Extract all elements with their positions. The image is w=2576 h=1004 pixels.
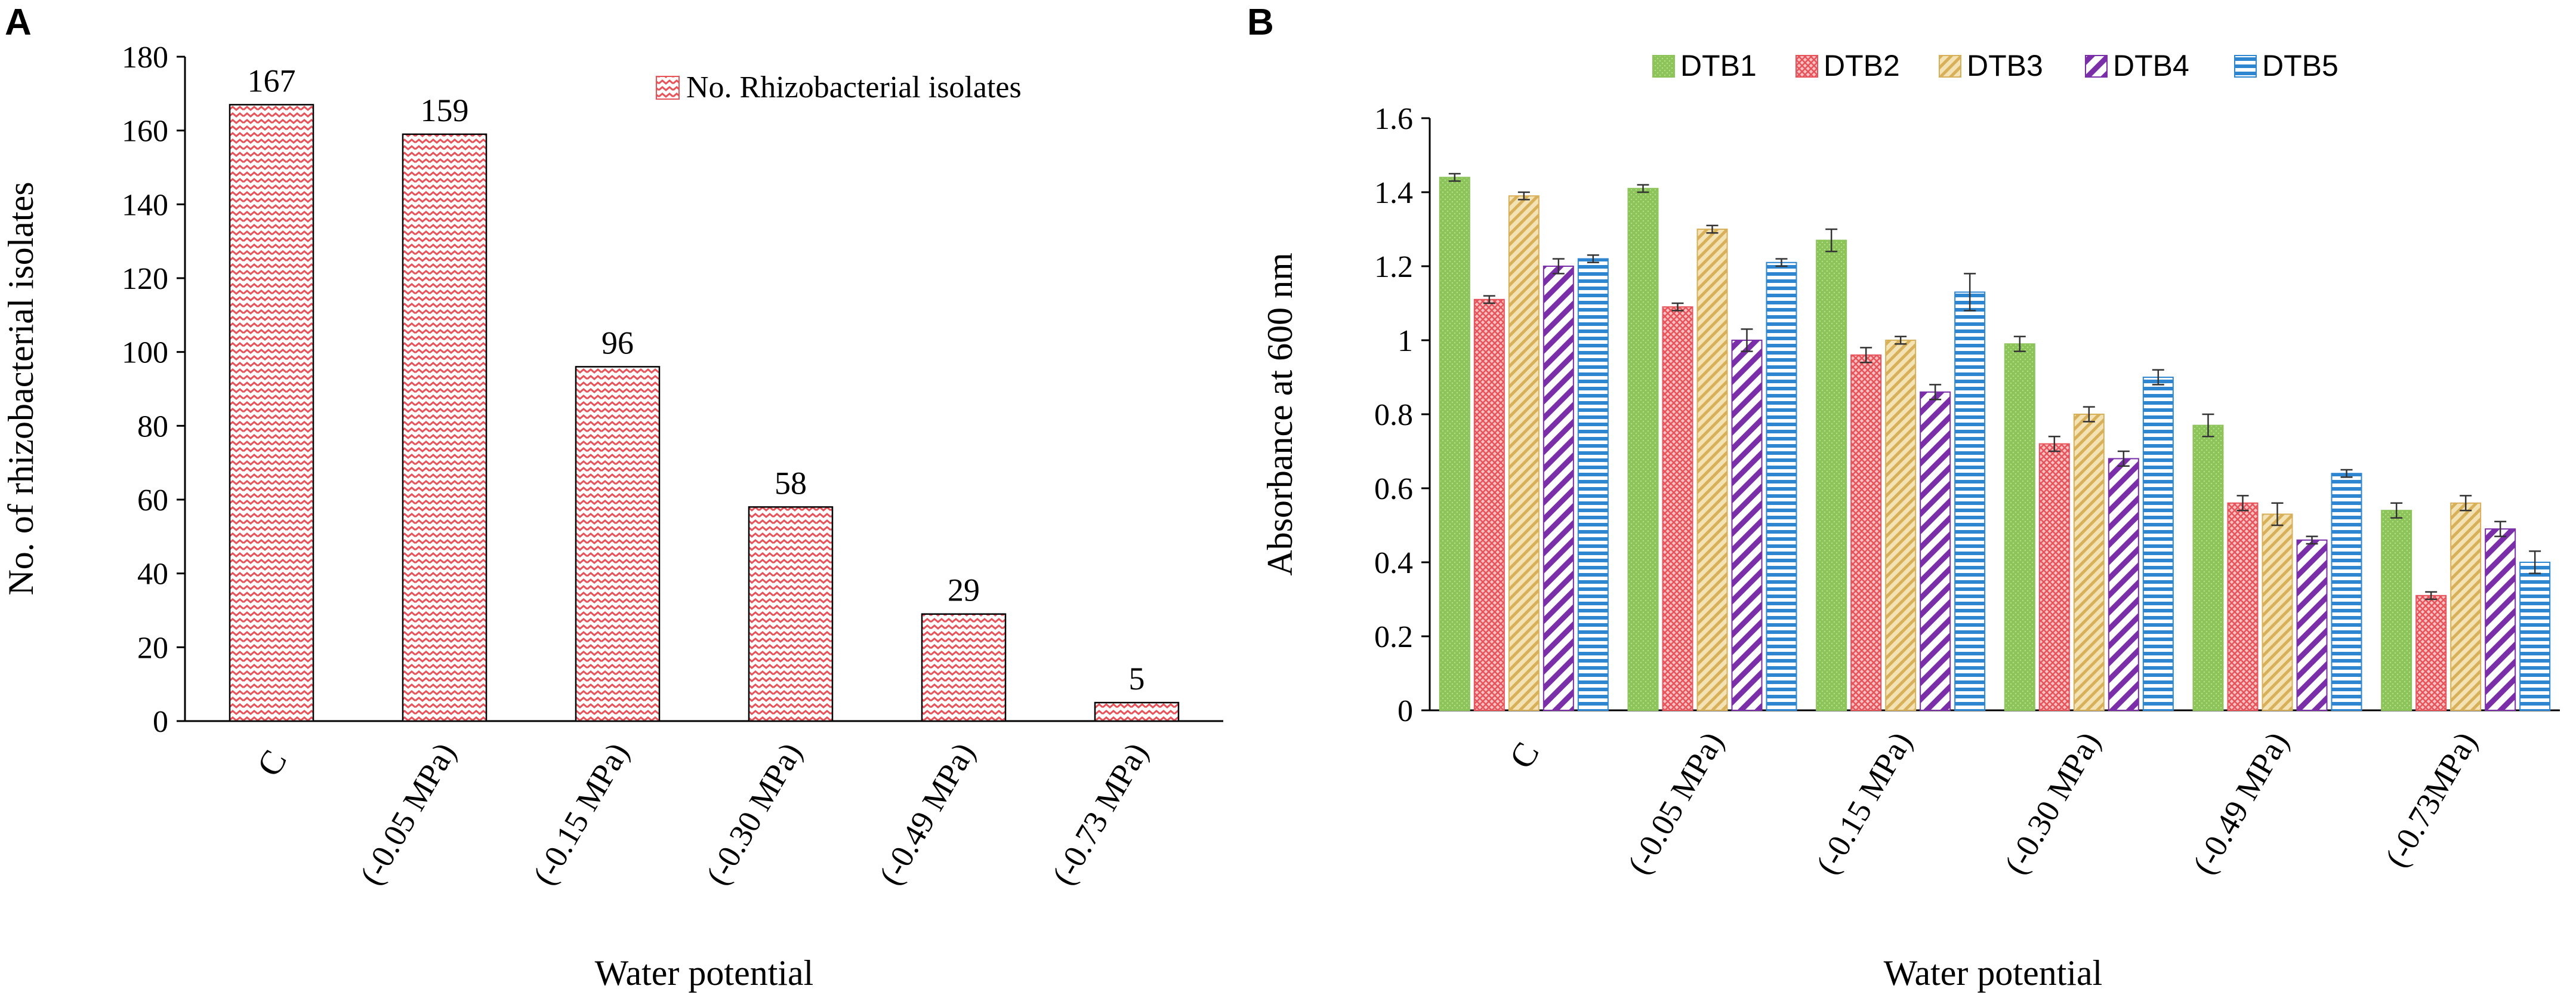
chart-b-bar-dtb5 <box>2331 473 2362 711</box>
chart-a-x-tick-label: (-0.30 MPa) <box>699 737 809 891</box>
chart-b-bar-dtb4 <box>2485 528 2516 711</box>
chart-b-bar-dtb5 <box>1577 258 1609 712</box>
chart-b-legend-label-dtb4: DTB4 <box>2113 49 2189 82</box>
chart-a: 0 20 40 60 80 100 120 140 160 180 167 159 96 58 29 5 C… <box>1 41 1223 993</box>
chart-a-data-label: 29 <box>948 572 980 608</box>
chart-a-y-tick-label: 100 <box>122 336 168 370</box>
chart-b-y-tick-label: 0.6 <box>1374 472 1413 506</box>
chart-b-bar-dtb5 <box>1766 261 1797 711</box>
chart-b-y-tick-label: 0.2 <box>1374 620 1413 654</box>
chart-b-bar-dtb1 <box>2004 343 2035 711</box>
chart-b-y-tick-label: 1 <box>1397 324 1413 358</box>
chart-a-data-label: 5 <box>1129 661 1145 697</box>
chart-b-y-tick-label: 0.4 <box>1374 546 1413 580</box>
chart-b-bar-dtb4 <box>1731 340 1763 711</box>
chart-b-bar-dtb1 <box>1627 187 1659 711</box>
chart-a-y-axis-title: No. of rhizobacterial isolates <box>1 181 41 595</box>
chart-a-legend-swatch <box>656 76 680 100</box>
chart-b-legend-label-dtb3: DTB3 <box>1967 49 2043 82</box>
chart-a-x-axis-title: Water potential <box>595 953 814 993</box>
chart-b-bar-dtb5 <box>2519 562 2551 711</box>
chart-b-bar-dtb5 <box>2142 377 2174 711</box>
chart-b-y-tick-label: 0.8 <box>1374 398 1413 432</box>
chart-b-bar-dtb2 <box>2038 443 2070 711</box>
chart-b-bar-dtb4 <box>2296 539 2328 711</box>
chart-a-data-label: 167 <box>248 63 296 98</box>
chart-a-bar <box>921 613 1007 722</box>
chart-b-bar-dtb4 <box>1542 266 1574 711</box>
chart-b-y-tick-label: 0 <box>1397 694 1413 728</box>
chart-b-bar-dtb3 <box>2450 502 2482 711</box>
chart-b-legend-swatch-dtb3 <box>1939 55 1961 78</box>
chart-b-bar-dtb2 <box>1473 298 1505 711</box>
chart-a-bar <box>402 133 488 722</box>
chart-b-legend-label-dtb1: DTB1 <box>1680 49 1757 82</box>
chart-b-bar-dtb3 <box>1885 340 1917 711</box>
chart-b-x-tick-label: C <box>1501 735 1547 775</box>
chart-b-bar-dtb4 <box>1920 391 1951 711</box>
chart-b-y-tick-label: 1.2 <box>1374 250 1413 284</box>
chart-b-legend-swatch-dtb4 <box>2085 55 2108 78</box>
chart-b-bar-dtb3 <box>2073 414 2105 711</box>
chart-b-x-tick-label: (-0.05 MPa) <box>1621 726 1730 880</box>
chart-b-bar-dtb3 <box>1508 195 1540 711</box>
chart-a-x-tick-label: C <box>249 743 295 783</box>
chart-b-bar-dtb2 <box>1850 354 1882 711</box>
chart-a-legend: No. Rhizobacterial isolates <box>656 70 1022 104</box>
chart-a-y-tick-label: 180 <box>122 41 168 75</box>
chart-b-x-tick-label: (-0.49 MPa) <box>2186 726 2296 880</box>
chart-b-legend: DTB1 DTB2 DTB3 DTB4 DTB5 <box>1652 49 2339 82</box>
chart-b-legend-swatch-dtb5 <box>2234 55 2257 78</box>
chart-a-y-tick-label: 40 <box>137 558 168 592</box>
chart-b-x-tick-label: (-0.30 MPa) <box>1997 726 2107 880</box>
chart-b-x-tick-label: (-0.15 MPa) <box>1809 726 1919 880</box>
chart-b-bar-dtb1 <box>2192 424 2224 711</box>
chart-a-y-tick-label: 80 <box>137 409 168 444</box>
chart-b-y-tick-label: 1.4 <box>1374 176 1413 210</box>
chart-a-legend-label: No. Rhizobacterial isolates <box>686 70 1022 104</box>
chart-b-bar-dtb2 <box>1662 306 1693 711</box>
chart-b-bar-dtb3 <box>2262 513 2293 712</box>
chart-b-bar-dtb2 <box>2227 502 2259 711</box>
chart-a-x-tick-label: (-0.15 MPa) <box>526 737 635 891</box>
chart-b-x-axis-title: Water potential <box>1884 953 2103 993</box>
chart-a-y-tick-label: 160 <box>122 115 168 149</box>
chart-b-bar-dtb2 <box>2415 595 2447 711</box>
chart-b-y-tick-label: 1.6 <box>1374 102 1413 136</box>
chart-a-y-tick-label: 0 <box>153 705 168 739</box>
chart-b-bar-dtb1 <box>1816 239 1847 712</box>
chart-a-x-tick-label: (-0.05 MPa) <box>353 737 462 891</box>
chart-b: 0 0.2 0.4 0.6 0.8 1 1.2 1.4 1.6 C (-0.05 MPa) (-0.… <box>1260 49 2560 993</box>
chart-a-y-tick-label: 120 <box>122 262 168 296</box>
chart-a-x-tick-label: (-0.49 MPa) <box>872 737 982 891</box>
chart-a-bar <box>229 104 314 722</box>
chart-a-bar <box>748 506 834 722</box>
chart-a-y-tick-label: 60 <box>137 483 168 518</box>
chart-b-bar-dtb1 <box>1439 177 1470 711</box>
chart-a-bar <box>1094 701 1180 722</box>
chart-a-bar <box>575 366 661 722</box>
chart-a-y-tick-label: 140 <box>122 188 168 222</box>
chart-b-legend-swatch-dtb1 <box>1652 55 1675 78</box>
chart-a-data-label: 96 <box>601 325 634 361</box>
chart-b-y-axis-title: Absorbance at 600 nm <box>1260 252 1300 576</box>
chart-b-bar-dtb5 <box>1954 291 1986 711</box>
chart-b-legend-label-dtb2: DTB2 <box>1824 49 1900 82</box>
chart-a-data-label: 58 <box>775 465 807 501</box>
chart-b-bar-dtb4 <box>2108 458 2139 712</box>
chart-b-x-tick-label: (-0.73MPa) <box>2378 726 2484 873</box>
chart-a-y-tick-label: 20 <box>137 631 168 665</box>
panel-label-a: A <box>5 2 32 43</box>
panel-label-b: B <box>1247 2 1274 43</box>
chart-a-x-tick-label: (-0.73 MPa) <box>1045 737 1155 891</box>
chart-b-legend-label-dtb5: DTB5 <box>2262 49 2339 82</box>
chart-b-bar-dtb1 <box>2381 510 2413 711</box>
chart-b-legend-swatch-dtb2 <box>1796 55 1818 78</box>
chart-a-data-label: 159 <box>421 93 469 128</box>
chart-b-bar-dtb3 <box>1696 229 1728 711</box>
